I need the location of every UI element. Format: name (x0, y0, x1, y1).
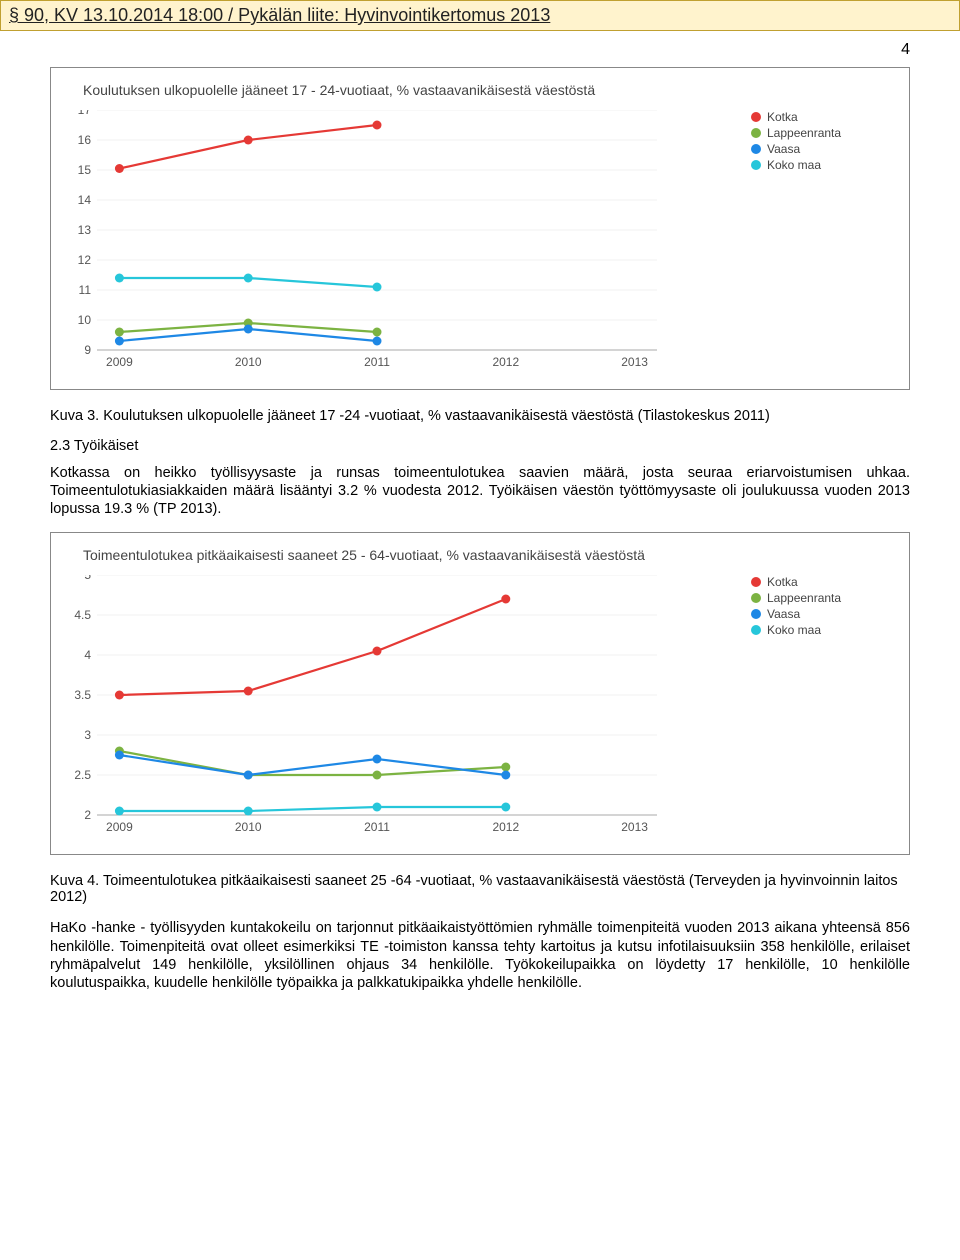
legend-dot-icon (751, 609, 761, 619)
chart-2-plot: 2 2.5 3 3.5 4 4.5 5 2009 2010 2011 2012 2013 (61, 575, 739, 840)
paragraph-1: Kotkassa on heikko työllisyysaste ja run… (50, 464, 910, 518)
svg-text:2011: 2011 (364, 355, 390, 369)
legend-label: Koko maa (767, 158, 821, 172)
svg-text:17: 17 (78, 110, 92, 117)
legend-item: Koko maa (751, 158, 899, 172)
svg-text:13: 13 (78, 223, 92, 237)
chart-1-title: Koulutuksen ulkopuolelle jääneet 17 - 24… (83, 82, 899, 98)
legend-label: Vaasa (767, 607, 800, 621)
svg-text:2011: 2011 (364, 820, 390, 834)
legend-item: Kotka (751, 575, 899, 589)
svg-text:2009: 2009 (106, 355, 133, 369)
svg-text:11: 11 (79, 283, 92, 297)
legend-label: Lappeenranta (767, 591, 841, 605)
legend-label: Lappeenranta (767, 126, 841, 140)
svg-text:3.5: 3.5 (74, 688, 91, 702)
svg-text:2013: 2013 (621, 820, 648, 834)
svg-text:2009: 2009 (106, 820, 133, 834)
chart-1-frame: Koulutuksen ulkopuolelle jääneet 17 - 24… (50, 67, 910, 390)
svg-text:2013: 2013 (621, 355, 648, 369)
legend-item: Lappeenranta (751, 126, 899, 140)
legend-item: Lappeenranta (751, 591, 899, 605)
svg-text:16: 16 (78, 133, 92, 147)
legend-label: Vaasa (767, 142, 800, 156)
chart-2-frame: Toimeentulotukea pitkäaikaisesti saaneet… (50, 532, 910, 855)
svg-text:2012: 2012 (492, 355, 519, 369)
legend-dot-icon (751, 128, 761, 138)
svg-text:9: 9 (84, 343, 91, 357)
svg-text:2: 2 (84, 808, 91, 822)
svg-text:2010: 2010 (235, 820, 262, 834)
legend-dot-icon (751, 144, 761, 154)
legend-label: Kotka (767, 575, 798, 589)
legend-dot-icon (751, 112, 761, 122)
legend-item: Kotka (751, 110, 899, 124)
svg-text:3: 3 (84, 728, 91, 742)
legend-label: Koko maa (767, 623, 821, 637)
legend-item: Vaasa (751, 607, 899, 621)
legend-item: Koko maa (751, 623, 899, 637)
svg-text:15: 15 (78, 163, 92, 177)
svg-text:5: 5 (84, 575, 91, 582)
svg-text:2012: 2012 (492, 820, 519, 834)
legend-dot-icon (751, 593, 761, 603)
svg-text:10: 10 (78, 313, 92, 327)
chart-2-title: Toimeentulotukea pitkäaikaisesti saaneet… (83, 547, 899, 563)
chart-2-legend: Kotka Lappeenranta Vaasa Koko maa (739, 575, 899, 639)
chart-1-caption: Kuva 3. Koulutuksen ulkopuolelle jääneet… (50, 408, 910, 424)
svg-text:4.5: 4.5 (74, 608, 91, 622)
svg-text:2.5: 2.5 (74, 768, 91, 782)
paragraph-2: HaKo -hanke - työllisyyden kuntakokeilu … (50, 919, 910, 992)
svg-text:4: 4 (84, 648, 91, 662)
document-header: § 90, KV 13.10.2014 18:00 / Pykälän liit… (0, 0, 960, 31)
section-label: 2.3 Työikäiset (50, 438, 910, 454)
legend-dot-icon (751, 160, 761, 170)
svg-text:12: 12 (78, 253, 92, 267)
chart-1-legend: Kotka Lappeenranta Vaasa Koko maa (739, 110, 899, 174)
legend-item: Vaasa (751, 142, 899, 156)
page-content: 4 Koulutuksen ulkopuolelle jääneet 17 - … (0, 31, 960, 1036)
page-number: 4 (50, 41, 910, 59)
legend-dot-icon (751, 625, 761, 635)
chart-2-caption: Kuva 4. Toimeentulotukea pitkäaikaisesti… (50, 873, 910, 905)
svg-text:14: 14 (78, 193, 92, 207)
legend-dot-icon (751, 577, 761, 587)
svg-text:2010: 2010 (235, 355, 262, 369)
chart-1-plot: 9 10 11 12 13 14 15 16 17 2009 2010 2011 2012 2013 (61, 110, 739, 375)
legend-label: Kotka (767, 110, 798, 124)
